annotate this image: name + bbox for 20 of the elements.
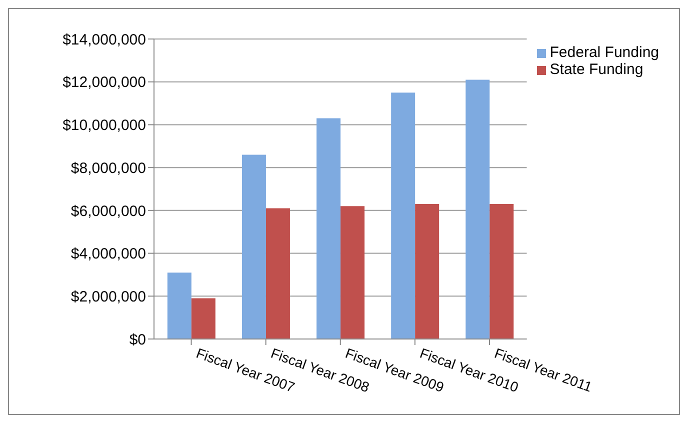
y-tick-label: $12,000,000 <box>62 74 146 92</box>
y-tick-label: $14,000,000 <box>62 31 146 48</box>
legend-label: State Funding <box>550 61 644 78</box>
y-tick-label: $0 <box>129 331 146 348</box>
y-tick-label: $4,000,000 <box>70 246 146 263</box>
bar <box>490 204 514 339</box>
bar <box>316 118 341 339</box>
bar <box>167 272 192 339</box>
y-tick-label: $10,000,000 <box>62 117 146 134</box>
legend-label: Federal Funding <box>550 44 659 61</box>
bar <box>266 208 290 339</box>
bar <box>191 298 216 339</box>
bar <box>466 80 490 339</box>
y-tick-label: $2,000,000 <box>70 288 146 306</box>
bar <box>242 154 266 339</box>
bar <box>415 204 440 339</box>
y-tick-label: $6,000,000 <box>70 202 146 220</box>
y-tick-label: $8,000,000 <box>70 160 146 177</box>
bar <box>391 92 416 339</box>
bar <box>340 206 365 339</box>
